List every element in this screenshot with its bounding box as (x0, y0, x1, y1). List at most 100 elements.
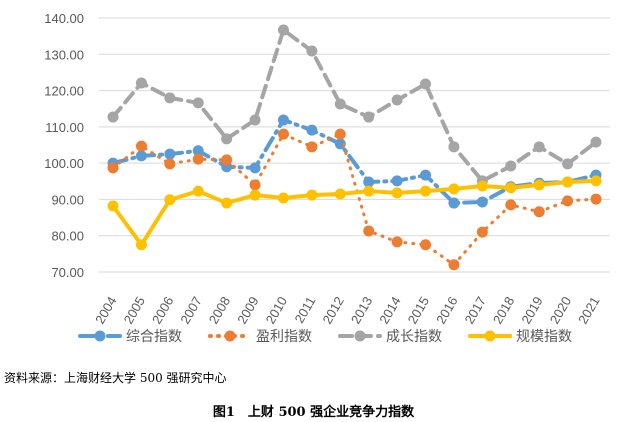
data-point (476, 180, 488, 192)
x-tick-label: 2019 (518, 294, 545, 327)
data-point (306, 189, 318, 201)
data-point (391, 236, 403, 248)
data-point (249, 189, 261, 201)
figure-caption: 图1 上财 500 强企业竞争力指数 (212, 405, 415, 420)
y-tick-label: 90.00 (51, 192, 84, 207)
x-tick-label: 2013 (348, 294, 375, 327)
data-point (391, 187, 403, 199)
x-tick-label: 2017 (461, 294, 488, 327)
y-tick-label: 110.00 (45, 120, 84, 135)
x-tick-label: 2018 (490, 294, 517, 327)
data-point (249, 114, 261, 126)
source-note: 资料来源：上海财经大学 500 强研究中心 (4, 371, 227, 385)
data-point (363, 185, 375, 197)
data-point (164, 148, 176, 160)
data-point (533, 179, 545, 191)
y-tick-label: 100.00 (44, 156, 84, 171)
legend-label: 成长指数 (386, 328, 442, 344)
legend-label: 综合指数 (126, 328, 182, 344)
data-point (192, 185, 204, 197)
data-point (391, 175, 403, 187)
data-point (448, 141, 460, 153)
data-point (249, 179, 261, 191)
legend-label: 盈利指数 (256, 328, 312, 344)
data-point (334, 188, 346, 200)
data-point (277, 192, 289, 204)
x-tick-label: 2016 (433, 294, 460, 327)
data-point (420, 239, 432, 251)
data-point (221, 133, 233, 145)
data-point (334, 128, 346, 140)
y-tick-label: 140.00 (44, 11, 84, 26)
data-point (221, 197, 233, 209)
x-tick-label: 2015 (405, 294, 432, 327)
data-point (533, 141, 545, 153)
legend-marker (224, 330, 236, 342)
data-point (590, 136, 602, 148)
x-tick-label: 2008 (206, 294, 233, 327)
data-point (533, 206, 545, 218)
data-point (164, 92, 176, 104)
x-tick-label: 2014 (376, 294, 403, 327)
data-point (277, 24, 289, 36)
data-point (135, 77, 147, 89)
y-tick-label: 130.00 (44, 47, 84, 62)
series-line-2 (111, 26, 598, 184)
data-point (107, 111, 119, 123)
data-point (135, 140, 147, 152)
data-point (363, 225, 375, 237)
y-tick-label: 70.00 (51, 265, 84, 280)
data-point (420, 185, 432, 197)
x-tick-label: 2009 (234, 294, 261, 327)
data-point (590, 175, 602, 187)
data-point (277, 128, 289, 140)
data-point (476, 226, 488, 238)
data-point (363, 111, 375, 123)
legend-label: 规模指数 (516, 328, 572, 344)
data-point (448, 259, 460, 271)
x-tick-label: 2010 (263, 294, 290, 327)
y-tick-label: 120.00 (44, 84, 84, 99)
data-point (448, 197, 460, 209)
data-point (135, 239, 147, 251)
data-point (363, 176, 375, 188)
data-point (562, 176, 574, 188)
x-tick-label: 2004 (92, 294, 119, 327)
data-point (192, 97, 204, 109)
legend-marker (484, 330, 496, 342)
data-point (306, 124, 318, 136)
line-chart: 70.00 80.00 90.00 100.00 110.00 120.00 130.00 1… (44, 11, 610, 344)
x-tick-label: 2020 (547, 294, 574, 327)
data-point (334, 98, 346, 110)
data-point (505, 160, 517, 172)
data-point (192, 153, 204, 165)
data-point (107, 162, 119, 174)
data-point (221, 154, 233, 166)
data-point (476, 196, 488, 208)
data-point (249, 162, 261, 174)
data-point (562, 158, 574, 170)
data-point (420, 169, 432, 181)
x-tick-label: 2021 (575, 294, 602, 327)
data-point (505, 199, 517, 211)
data-point (306, 141, 318, 153)
data-point (590, 193, 602, 205)
data-point (277, 114, 289, 126)
data-point (562, 195, 574, 207)
data-point (164, 194, 176, 206)
data-point (306, 45, 318, 57)
legend-marker (94, 330, 106, 342)
data-point (505, 182, 517, 194)
data-point (420, 78, 432, 90)
x-tick-label: 2012 (319, 294, 346, 327)
data-point (107, 200, 119, 212)
x-tick-label: 2005 (121, 294, 148, 327)
data-point (164, 158, 176, 170)
data-point (135, 150, 147, 162)
data-point (391, 94, 403, 106)
data-point (192, 145, 204, 157)
x-tick-label: 2011 (292, 294, 319, 326)
x-tick-label: 2007 (177, 294, 204, 327)
legend-marker (354, 330, 366, 342)
